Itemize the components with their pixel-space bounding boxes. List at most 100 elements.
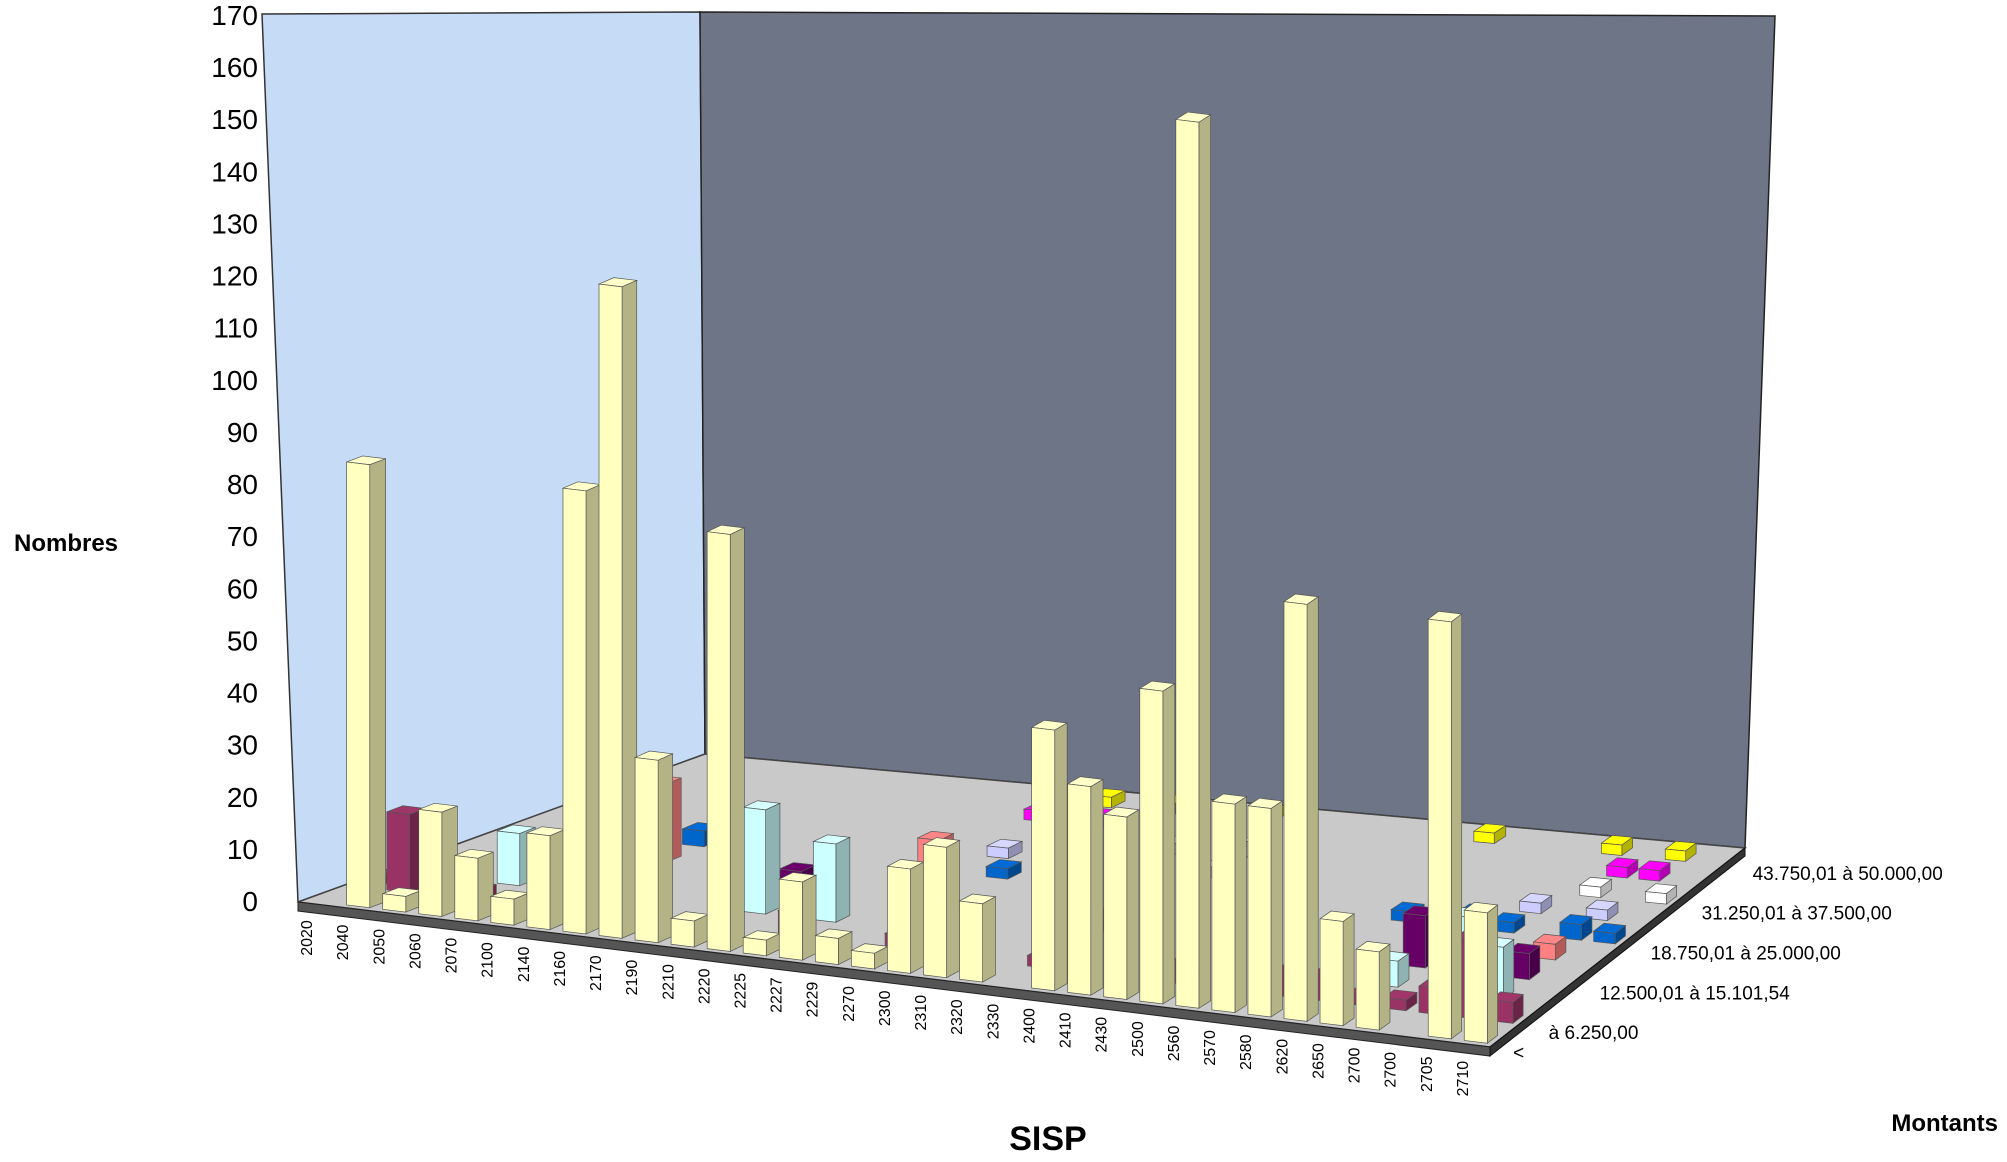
- y-tick-label: 30: [227, 730, 258, 761]
- x-tick-label: 2620: [1274, 1039, 1291, 1075]
- bar-front: [496, 830, 521, 887]
- y-tick-label: 70: [227, 521, 258, 552]
- bar-front: [386, 811, 410, 894]
- bar-front: [1664, 848, 1687, 862]
- bar-front: [1593, 930, 1616, 945]
- bar-front: [1067, 783, 1092, 996]
- bar-side: [1450, 613, 1463, 1040]
- bar-side: [801, 874, 817, 961]
- y-tick-label: 160: [211, 52, 258, 83]
- depth-axis-ticks: < à 6.250,00 12.500,01 à 15.101,54 18.750,0…: [1513, 864, 1943, 1064]
- bar-2229-s0: [814, 928, 854, 966]
- y-tick-label: 140: [211, 156, 258, 187]
- bar-2705-s8: [1637, 860, 1671, 882]
- y-tick-label: 50: [227, 625, 258, 656]
- bar-side: [657, 753, 673, 944]
- bar-front: [454, 855, 479, 922]
- bar-front: [490, 895, 515, 926]
- bar-side: [1306, 596, 1319, 1023]
- x-tick-label: 2710: [1455, 1061, 1472, 1097]
- bar-2210-s2: [741, 800, 782, 915]
- bar-side: [1342, 913, 1355, 1027]
- x-tick-label: 2190: [624, 960, 641, 996]
- x-tick-label: 2270: [841, 986, 858, 1022]
- x-tick-label: 2050: [371, 929, 388, 965]
- y-tick-label: 20: [227, 782, 258, 813]
- bar-front: [706, 531, 731, 952]
- bar-2580-s0: [1246, 797, 1284, 1018]
- bar-front: [742, 806, 766, 915]
- x-tick-label: 2225: [733, 973, 750, 1009]
- bar-front: [1473, 830, 1495, 844]
- depth-tick-label: à 6.250,00: [1549, 1023, 1639, 1044]
- bar-side: [946, 839, 960, 979]
- depth-tick-label: 18.750,01 à 25.000,00: [1651, 944, 1841, 965]
- bar-2710-s7: [1644, 883, 1678, 905]
- bar-front: [1103, 813, 1128, 1000]
- bar-side: [1503, 938, 1515, 1001]
- bar-2570-s0: [1210, 793, 1248, 1014]
- y-tick-label: 110: [213, 313, 258, 344]
- x-tick-label: 2060: [407, 933, 424, 969]
- y-axis-title: Nombres: [14, 530, 118, 557]
- bar-2190-s0: [633, 750, 674, 944]
- back-wall: [699, 11, 1776, 849]
- x-tick-label: 2229: [805, 982, 822, 1018]
- bar-front: [985, 865, 1009, 880]
- bar-front: [923, 844, 947, 979]
- bar-2705-s0: [1427, 610, 1463, 1040]
- bar-2410-s0: [1066, 776, 1105, 996]
- y-tick-label: 120: [211, 261, 258, 292]
- bar-2210-s0: [669, 911, 710, 948]
- bar-front: [1427, 618, 1452, 1040]
- bar-side: [1090, 778, 1104, 996]
- bar-2700-s0: [1355, 941, 1391, 1031]
- y-tick-label: 10: [227, 834, 258, 865]
- bar-front: [813, 841, 837, 923]
- bar-2310-s0: [922, 837, 961, 979]
- depth-tick-label: 43.750,01 à 50.000,00: [1753, 864, 1943, 885]
- bar-2227-s0: [778, 872, 818, 961]
- bar-side: [585, 484, 602, 935]
- bar-front: [778, 878, 803, 961]
- x-tick-label: 2650: [1310, 1043, 1327, 1079]
- bar-2560-s0: [1174, 111, 1212, 1009]
- bar-front: [742, 936, 767, 957]
- x-tick-label: 2320: [949, 999, 966, 1035]
- bar-side: [982, 896, 996, 983]
- bar-front: [851, 950, 875, 970]
- y-tick-label: 60: [227, 573, 258, 604]
- bar-2705-s9: [1664, 840, 1698, 863]
- bar-2700-s7: [1578, 876, 1613, 899]
- bar-2300-s0: [886, 858, 925, 974]
- bar-side: [1378, 943, 1391, 1031]
- bar-side: [729, 527, 745, 952]
- y-tick-label: 0: [242, 886, 258, 917]
- bar-front: [887, 865, 911, 974]
- bar-2225-s0: [741, 930, 782, 957]
- y-tick-label: 130: [211, 208, 258, 239]
- y-tick-label: 150: [211, 104, 258, 135]
- bar-2270-s0: [850, 943, 889, 970]
- x-tick-label: 2705: [1419, 1056, 1436, 1092]
- bar-front: [1283, 601, 1308, 1022]
- bar-2700-s9: [1600, 835, 1634, 857]
- x-tick-label: 2220: [696, 968, 713, 1004]
- bar-front: [682, 828, 705, 848]
- bar-front: [634, 757, 659, 944]
- bar-front: [1175, 119, 1200, 1009]
- bar-2705-s5: [1558, 914, 1593, 941]
- bar-2430-s0: [1102, 806, 1140, 1001]
- bar-2140-s0: [525, 826, 567, 931]
- x-axis-title: SISP: [1009, 1120, 1086, 1158]
- x-tick-label: 2040: [335, 924, 352, 960]
- x-tick-label: 2410: [1058, 1012, 1075, 1048]
- bar-side: [1198, 114, 1211, 1009]
- x-tick-label: 2570: [1202, 1030, 1219, 1066]
- bar-front: [1247, 805, 1272, 1018]
- x-tick-label: 2700: [1383, 1052, 1400, 1088]
- x-tick-label: 2100: [480, 942, 497, 978]
- bar-side: [369, 458, 387, 909]
- bars: [346, 111, 1698, 1044]
- bar-front: [986, 845, 1009, 859]
